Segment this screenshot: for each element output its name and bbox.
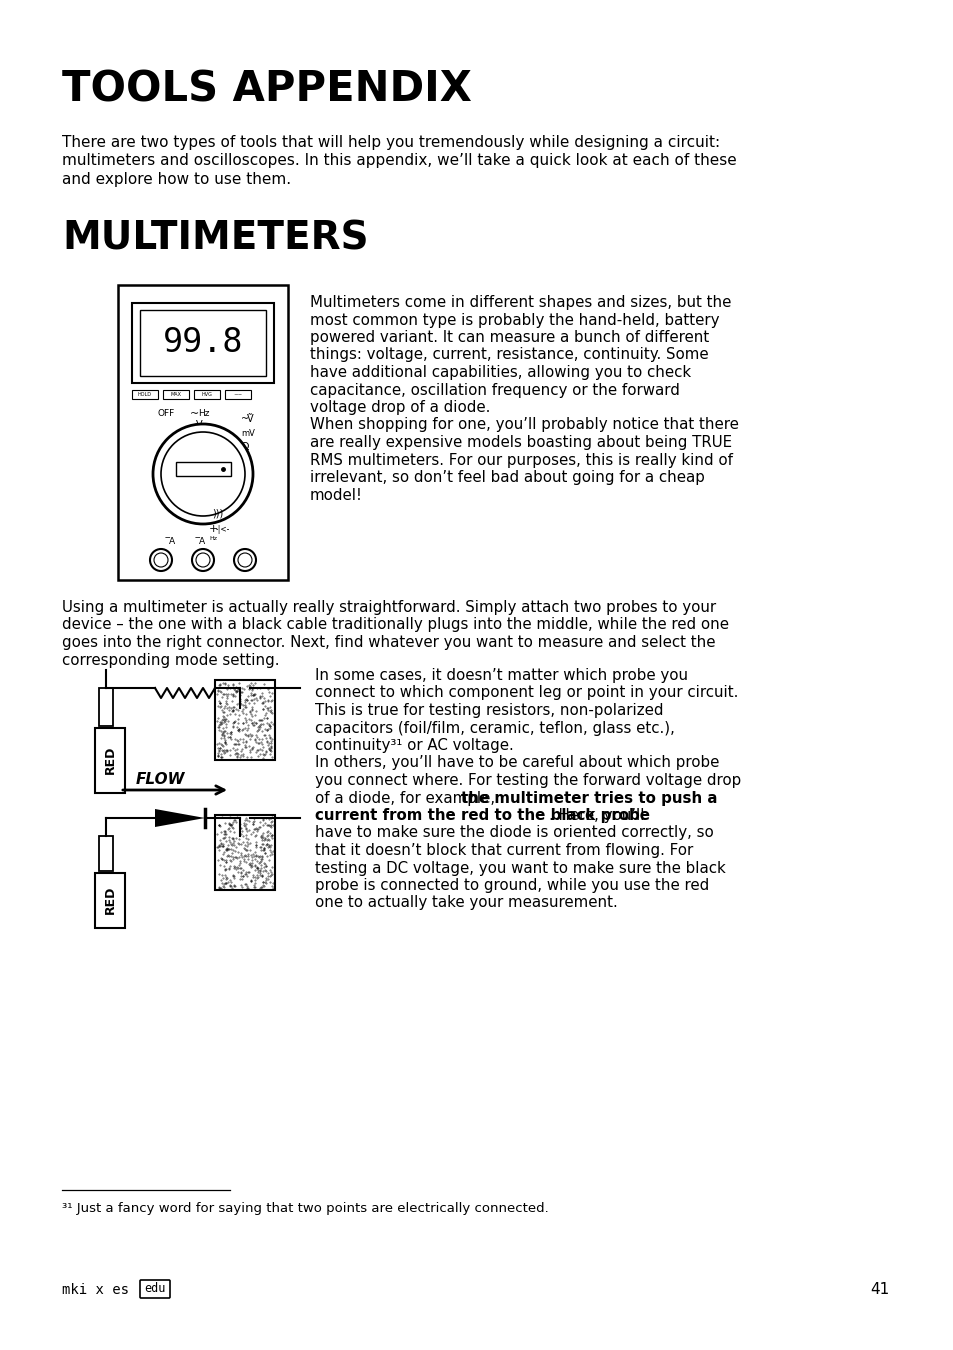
Text: the multimeter tries to push a: the multimeter tries to push a xyxy=(460,791,717,806)
Text: connect to which component leg or point in your circuit.: connect to which component leg or point … xyxy=(314,686,738,701)
Text: irrelevant, so don’t feel bad about going for a cheap: irrelevant, so don’t feel bad about goin… xyxy=(310,470,704,485)
Text: Hz: Hz xyxy=(209,536,216,540)
Text: Using a multimeter is actually really straightforward. Simply attach two probes : Using a multimeter is actually really st… xyxy=(62,599,716,616)
Text: MAX: MAX xyxy=(171,392,181,397)
Text: of a diode, for example,: of a diode, for example, xyxy=(314,791,499,806)
FancyBboxPatch shape xyxy=(95,728,125,792)
Text: multimeters and oscilloscopes. In this appendix, we’ll take a quick look at each: multimeters and oscilloscopes. In this a… xyxy=(62,154,736,169)
Circle shape xyxy=(192,549,213,571)
FancyBboxPatch shape xyxy=(175,462,231,477)
Text: TOOLS APPENDIX: TOOLS APPENDIX xyxy=(62,68,472,109)
Text: In some cases, it doesn’t matter which probe you: In some cases, it doesn’t matter which p… xyxy=(314,668,687,683)
Text: There are two types of tools that will help you tremendously while designing a c: There are two types of tools that will h… xyxy=(62,135,720,150)
Text: MULTIMETERS: MULTIMETERS xyxy=(62,220,368,258)
Text: Ω: Ω xyxy=(241,441,250,452)
Text: HVG: HVG xyxy=(201,392,213,397)
Text: mki x es: mki x es xyxy=(62,1282,129,1297)
Text: HOLD: HOLD xyxy=(138,392,152,397)
Text: powered variant. It can measure a bunch of different: powered variant. It can measure a bunch … xyxy=(310,329,708,346)
Text: 99.8: 99.8 xyxy=(163,327,243,359)
Text: you connect where. For testing the forward voltage drop: you connect where. For testing the forwa… xyxy=(314,774,740,788)
Circle shape xyxy=(237,554,252,567)
Text: Ṽ: Ṽ xyxy=(247,414,253,424)
Text: RED: RED xyxy=(103,745,116,774)
Text: FLOW: FLOW xyxy=(135,772,185,787)
Text: model!: model! xyxy=(310,487,362,502)
Text: ~~: ~~ xyxy=(233,392,242,397)
Text: Multimeters come in different shapes and sizes, but the: Multimeters come in different shapes and… xyxy=(310,296,731,310)
FancyBboxPatch shape xyxy=(99,688,112,726)
Text: things: voltage, current, resistance, continuity. Some: things: voltage, current, resistance, co… xyxy=(310,347,708,363)
Text: probe is connected to ground, while you use the red: probe is connected to ground, while you … xyxy=(314,878,708,892)
Text: corresponding mode setting.: corresponding mode setting. xyxy=(62,652,279,667)
FancyBboxPatch shape xyxy=(214,680,274,760)
Text: goes into the right connector. Next, find whatever you want to measure and selec: goes into the right connector. Next, fin… xyxy=(62,634,715,649)
Text: ~: ~ xyxy=(190,409,199,418)
Text: that it doesn’t block that current from flowing. For: that it doesn’t block that current from … xyxy=(314,842,693,859)
FancyBboxPatch shape xyxy=(140,310,266,377)
Text: V̅: V̅ xyxy=(195,432,202,441)
Circle shape xyxy=(150,549,172,571)
Text: . Here, you’ll: . Here, you’ll xyxy=(548,809,644,824)
FancyBboxPatch shape xyxy=(233,707,251,738)
FancyBboxPatch shape xyxy=(99,836,112,871)
Text: continuity³¹ or AC voltage.: continuity³¹ or AC voltage. xyxy=(314,738,514,753)
Text: mV: mV xyxy=(241,428,254,437)
Text: ³¹ Just a fancy word for saying that two points are electrically connected.: ³¹ Just a fancy word for saying that two… xyxy=(62,1202,548,1215)
FancyBboxPatch shape xyxy=(118,285,288,580)
Polygon shape xyxy=(154,809,205,828)
Text: ))): ))) xyxy=(213,509,223,518)
Text: ~: ~ xyxy=(241,414,249,424)
Text: most common type is probably the hand-held, battery: most common type is probably the hand-he… xyxy=(310,312,719,328)
Text: voltage drop of a diode.: voltage drop of a diode. xyxy=(310,400,490,414)
FancyBboxPatch shape xyxy=(225,390,251,400)
Text: Hz: Hz xyxy=(198,409,210,418)
FancyBboxPatch shape xyxy=(193,390,220,400)
FancyBboxPatch shape xyxy=(132,302,274,383)
Text: current from the red to the black probe: current from the red to the black probe xyxy=(314,809,649,824)
Circle shape xyxy=(152,424,253,524)
Text: and explore how to use them.: and explore how to use them. xyxy=(62,171,291,188)
Text: capacitors (foil/film, ceramic, teflon, glass etc.),: capacitors (foil/film, ceramic, teflon, … xyxy=(314,721,674,736)
Text: device – the one with a black cable traditionally plugs into the middle, while t: device – the one with a black cable trad… xyxy=(62,617,728,633)
Text: This is true for testing resistors, non-polarized: This is true for testing resistors, non-… xyxy=(314,703,662,718)
Text: RMS multimeters. For our purposes, this is really kind of: RMS multimeters. For our purposes, this … xyxy=(310,452,732,467)
Text: RED: RED xyxy=(103,886,116,914)
FancyBboxPatch shape xyxy=(132,390,158,400)
Text: In others, you’ll have to be careful about which probe: In others, you’ll have to be careful abo… xyxy=(314,756,719,771)
Circle shape xyxy=(161,432,245,516)
Text: +: + xyxy=(208,524,217,535)
Text: ̅A: ̅A xyxy=(170,537,176,547)
Text: V: V xyxy=(195,420,202,431)
Circle shape xyxy=(153,554,168,567)
Circle shape xyxy=(195,554,210,567)
Text: are really expensive models boasting about being TRUE: are really expensive models boasting abo… xyxy=(310,435,731,450)
FancyBboxPatch shape xyxy=(214,815,274,890)
Text: ̅A: ̅A xyxy=(200,537,206,547)
Text: testing a DC voltage, you want to make sure the black: testing a DC voltage, you want to make s… xyxy=(314,860,725,876)
Circle shape xyxy=(233,549,255,571)
Text: When shopping for one, you’ll probably notice that there: When shopping for one, you’ll probably n… xyxy=(310,417,739,432)
FancyBboxPatch shape xyxy=(140,1280,170,1297)
Text: OFF: OFF xyxy=(158,409,175,418)
Text: have to make sure the diode is oriented correctly, so: have to make sure the diode is oriented … xyxy=(314,825,713,841)
Text: 41: 41 xyxy=(870,1282,889,1297)
FancyBboxPatch shape xyxy=(95,873,125,927)
Text: edu: edu xyxy=(144,1282,166,1296)
Text: one to actually take your measurement.: one to actually take your measurement. xyxy=(314,895,618,910)
Text: have additional capabilities, allowing you to check: have additional capabilities, allowing y… xyxy=(310,364,690,379)
FancyBboxPatch shape xyxy=(233,836,251,863)
Text: -|<-: -|<- xyxy=(215,525,230,533)
FancyBboxPatch shape xyxy=(163,390,189,400)
Text: capacitance, oscillation frequency or the forward: capacitance, oscillation frequency or th… xyxy=(310,382,679,397)
